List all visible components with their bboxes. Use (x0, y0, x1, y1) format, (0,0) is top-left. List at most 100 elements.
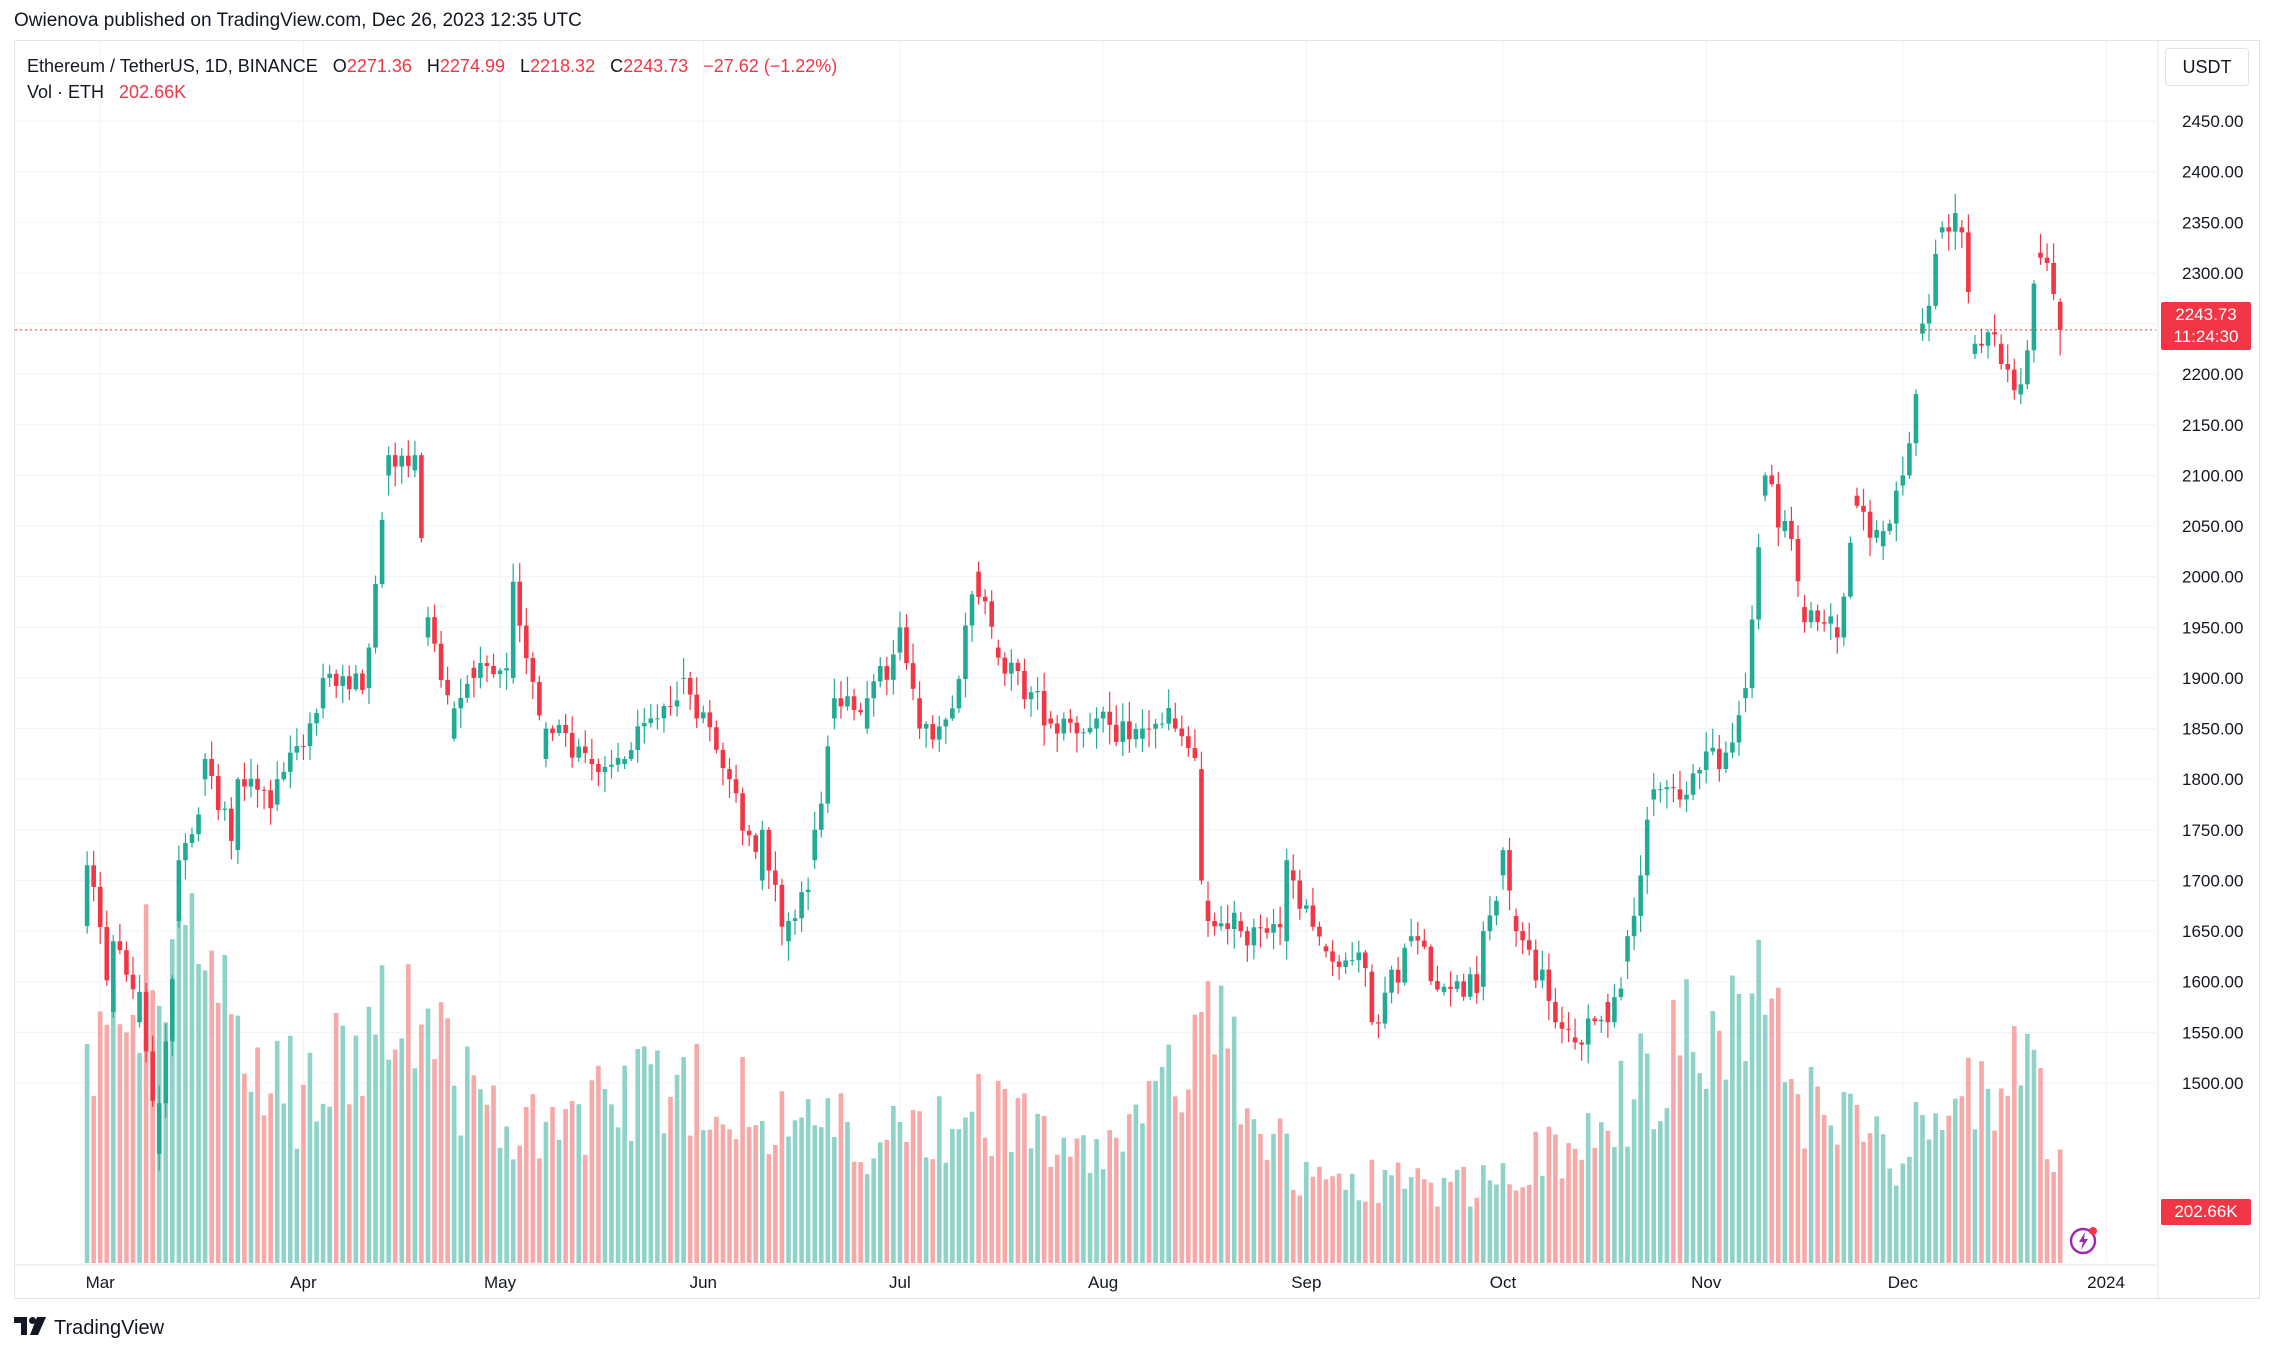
candle-body (838, 698, 844, 707)
volume-bar (1834, 1144, 1840, 1263)
volume-bar (1028, 1148, 1034, 1263)
volume-bar (1749, 993, 1755, 1263)
volume-bar (1553, 1134, 1558, 1263)
candle-body (261, 789, 267, 791)
candle-body (1618, 988, 1624, 998)
volume-bar (936, 1096, 942, 1263)
candle-body (1199, 769, 1204, 881)
volume-bar (1572, 1148, 1578, 1263)
candle-body (792, 918, 798, 921)
y-tick-label: 1850.00 (2182, 720, 2243, 739)
legend-volume-label[interactable]: Vol · ETH (27, 82, 105, 102)
candle-body (137, 991, 142, 1023)
volume-bar (556, 1139, 562, 1263)
candle-body (1638, 875, 1643, 916)
candle-body (832, 698, 837, 719)
candle-body (753, 835, 759, 852)
candle-body (111, 941, 116, 1013)
volume-bar (891, 1105, 896, 1263)
candle-body (628, 750, 634, 759)
volume-bar (1500, 1163, 1506, 1263)
volume-bar (1140, 1123, 1145, 1263)
lightning-icon[interactable] (2068, 1222, 2102, 1256)
candle-body (1120, 721, 1126, 742)
candle-body (1985, 332, 1991, 346)
x-tick-label: Dec (1888, 1273, 1919, 1292)
volume-bar (1048, 1166, 1053, 1263)
volume-bar (1815, 1086, 1820, 1263)
volume-bar (1363, 1201, 1368, 1263)
currency-unit-button[interactable]: USDT (2165, 48, 2249, 86)
candle-body (412, 455, 418, 471)
volume-bar (124, 1032, 129, 1263)
volume-bar (537, 1158, 542, 1263)
candle-body (668, 706, 673, 708)
candle-body (1343, 960, 1348, 967)
chart-legend: Ethereum / TetherUS, 1D, BINANCE O2271.3… (27, 53, 837, 105)
x-tick-label: Nov (1691, 1273, 1722, 1292)
volume-bar (1172, 1096, 1178, 1263)
candle-body (543, 728, 549, 759)
legend-symbol[interactable]: Ethereum / TetherUS, 1D, BINANCE (27, 56, 318, 76)
candle-body (1513, 915, 1519, 932)
volume-bar (1474, 1197, 1480, 1263)
volume-bar (255, 1047, 260, 1263)
candle-body (1789, 520, 1794, 539)
volume-bar (307, 1052, 313, 1263)
volume-bar (1828, 1125, 1834, 1263)
volume-bar (609, 1104, 614, 1263)
candle-body (786, 920, 791, 942)
candle-body (1540, 969, 1545, 981)
candle-body (1500, 850, 1506, 876)
candle-body (1041, 691, 1047, 726)
candle-body (353, 673, 359, 690)
candle-body (995, 647, 1001, 658)
candle-body (989, 601, 994, 627)
volume-bar (268, 1093, 273, 1263)
candle-body (1723, 752, 1729, 770)
candle-body (871, 681, 877, 699)
volume-bar (1625, 1146, 1630, 1263)
candle-body (406, 455, 411, 466)
candle-body (1245, 931, 1250, 946)
volume-bar (923, 1157, 929, 1263)
y-tick-label: 2200.00 (2182, 365, 2243, 384)
volume-bar (871, 1158, 877, 1263)
y-tick-label: 1900.00 (2182, 669, 2243, 688)
volume-bar (1520, 1187, 1525, 1263)
y-tick-label: 2000.00 (2182, 568, 2243, 587)
candle-body (2018, 384, 2024, 395)
y-tick-label: 2050.00 (2182, 517, 2243, 536)
footer-brand[interactable]: TradingView (14, 1314, 164, 1342)
volume-bar (419, 1024, 424, 1263)
volume-bar (399, 1038, 405, 1263)
candle-body (1762, 475, 1768, 496)
volume-badge: 202.66K (2161, 1199, 2251, 1225)
volume-bar (1966, 1057, 1971, 1263)
candle-body (930, 724, 935, 740)
volume-bar (1199, 1012, 1204, 1263)
candle-body (936, 726, 942, 740)
volume-bar (1395, 1162, 1401, 1263)
volume-bar (995, 1080, 1001, 1263)
volume-bar (720, 1124, 726, 1263)
legend-high-value: 2274.99 (439, 56, 505, 76)
candle-body (1068, 718, 1073, 723)
volume-bar (1205, 981, 1211, 1263)
volume-bar (1127, 1114, 1132, 1263)
volume-bar (1841, 1091, 1847, 1263)
candle-body (1952, 213, 1958, 232)
candle-body (360, 673, 365, 690)
candle-body (707, 712, 713, 728)
candle-body (1212, 920, 1217, 927)
volume-bar (1186, 1089, 1191, 1263)
candle-body (1880, 531, 1886, 547)
volume-bar (484, 1104, 490, 1263)
volume-bar (301, 1084, 306, 1263)
volume-bar (202, 970, 208, 1263)
volume-bar (963, 1117, 968, 1263)
candle-body (1631, 915, 1637, 937)
candle-body (877, 666, 883, 682)
candle-body (1166, 708, 1171, 724)
